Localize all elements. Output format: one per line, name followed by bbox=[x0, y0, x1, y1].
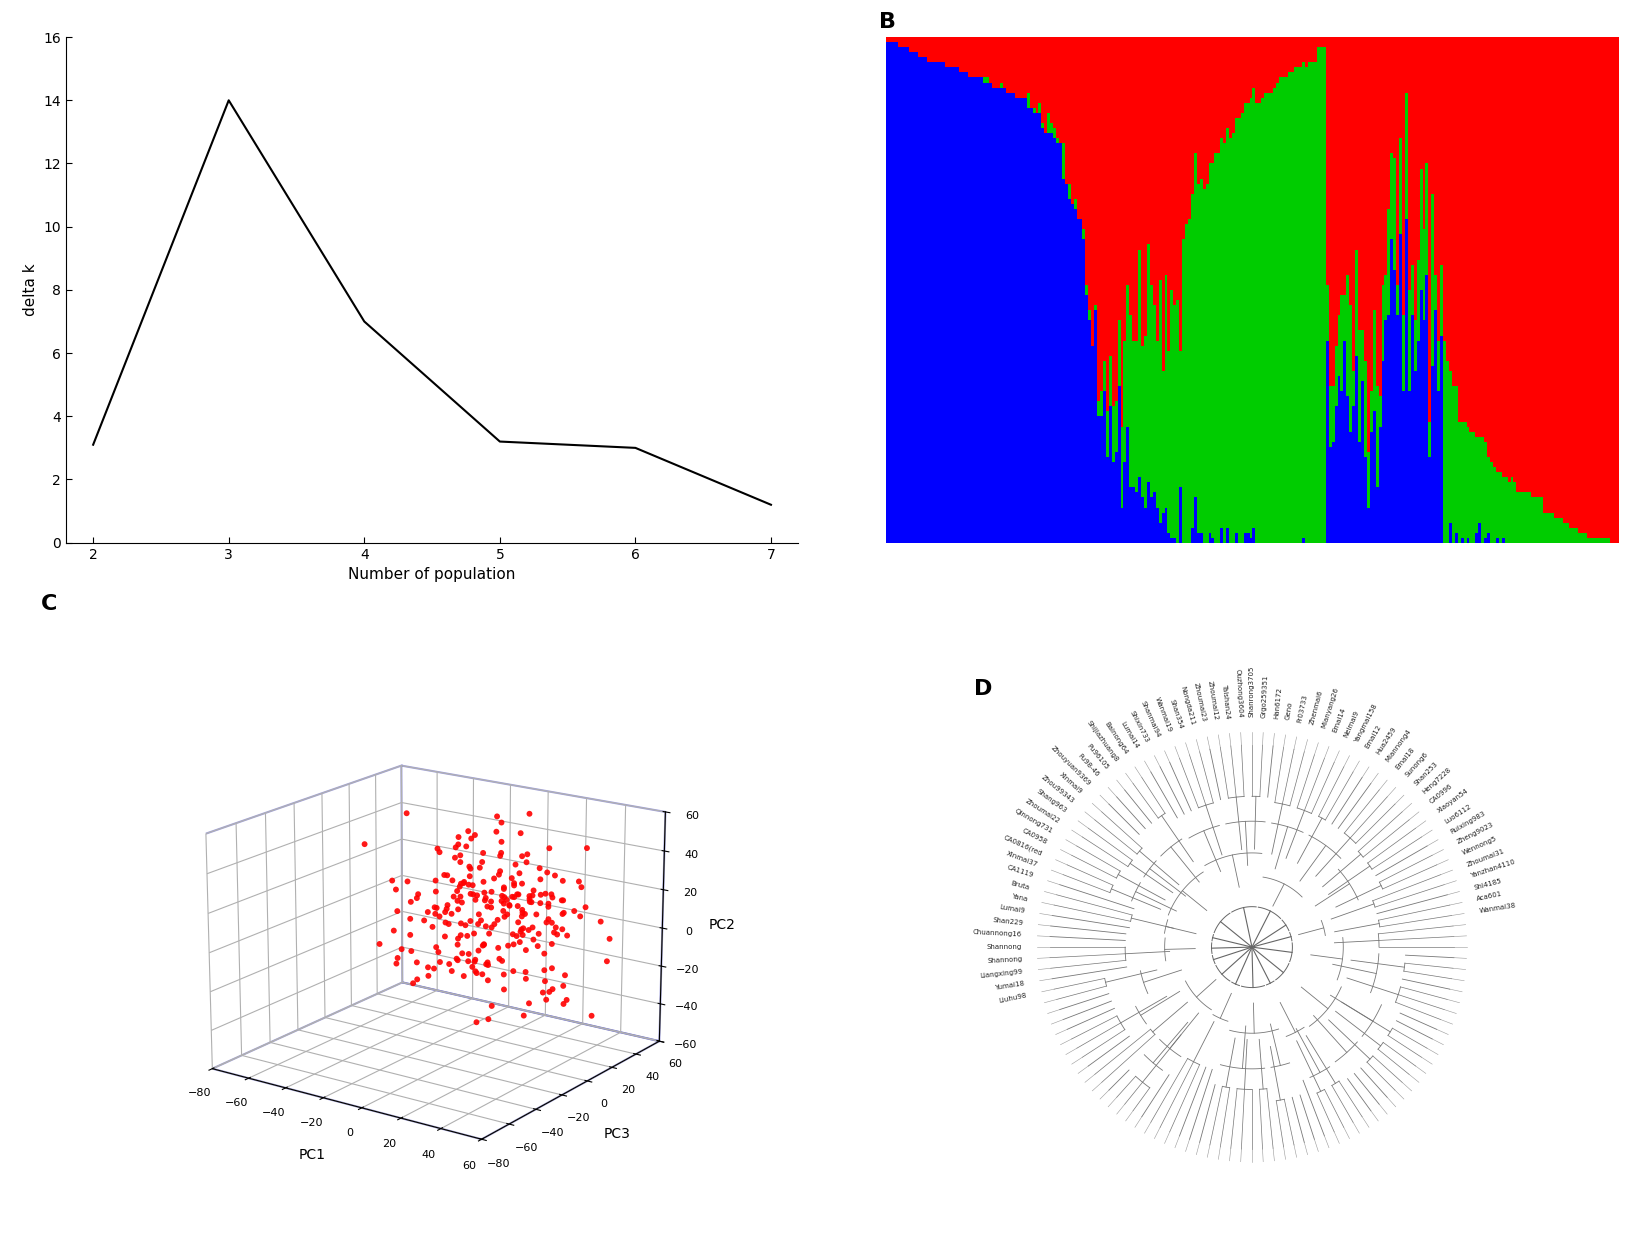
Text: Shanmai94: Shanmai94 bbox=[1139, 700, 1161, 738]
Text: B: B bbox=[878, 12, 895, 32]
Text: Yanzhan4110: Yanzhan4110 bbox=[1469, 858, 1516, 878]
Text: Aca601: Aca601 bbox=[1476, 891, 1504, 902]
Text: Emai14: Emai14 bbox=[1332, 706, 1347, 734]
Text: Lumai14: Lumai14 bbox=[1119, 720, 1139, 750]
Text: Han6172: Han6172 bbox=[1273, 687, 1283, 719]
Text: Miannong4: Miannong4 bbox=[1385, 727, 1412, 763]
Text: Shijiazhuang8: Shijiazhuang8 bbox=[1085, 719, 1119, 763]
Text: Zhoumai31: Zhoumai31 bbox=[1466, 847, 1506, 867]
Text: Sunong6: Sunong6 bbox=[1403, 751, 1428, 778]
Text: Emai18: Emai18 bbox=[1395, 746, 1415, 771]
Text: Shixin733: Shixin733 bbox=[1129, 710, 1151, 743]
Text: CA0816(red: CA0816(red bbox=[1002, 834, 1043, 856]
Text: Shannong: Shannong bbox=[987, 956, 1022, 964]
Text: Shi4185: Shi4185 bbox=[1473, 877, 1502, 891]
Text: Wennong5: Wennong5 bbox=[1461, 836, 1497, 856]
Text: Shannong: Shannong bbox=[987, 944, 1022, 950]
Text: Shan229: Shan229 bbox=[992, 917, 1024, 927]
Text: Liangxing99: Liangxing99 bbox=[981, 969, 1024, 978]
Text: Mianyang26: Mianyang26 bbox=[1321, 687, 1339, 730]
Y-axis label: delta k: delta k bbox=[23, 263, 38, 317]
Text: Xiaoyan54: Xiaoyan54 bbox=[1436, 788, 1469, 814]
Text: Grgo259351: Grgo259351 bbox=[1261, 674, 1270, 717]
Text: Bruta: Bruta bbox=[1010, 880, 1030, 891]
Text: Shan253: Shan253 bbox=[1413, 761, 1438, 787]
Text: Geno: Geno bbox=[1284, 701, 1294, 720]
Text: Yangmai158: Yangmai158 bbox=[1354, 703, 1379, 743]
Text: Taishan24: Taishan24 bbox=[1222, 683, 1232, 719]
Text: Zhenmai6: Zhenmai6 bbox=[1309, 690, 1324, 726]
Text: Neimai9: Neimai9 bbox=[1342, 709, 1360, 738]
Text: Chuannong16: Chuannong16 bbox=[972, 929, 1022, 938]
Text: CA0996: CA0996 bbox=[1428, 783, 1455, 805]
Text: Hua2459: Hua2459 bbox=[1375, 726, 1397, 756]
Text: Shang963: Shang963 bbox=[1035, 789, 1068, 814]
X-axis label: Number of population: Number of population bbox=[348, 567, 515, 583]
Text: Fr03733: Fr03733 bbox=[1296, 693, 1309, 722]
Text: Emai12: Emai12 bbox=[1364, 724, 1382, 750]
Text: Heng7228: Heng7228 bbox=[1422, 767, 1451, 795]
Text: Xinmai37: Xinmai37 bbox=[1005, 850, 1038, 867]
Text: Lumai9: Lumai9 bbox=[999, 904, 1025, 914]
Text: CA1119: CA1119 bbox=[1005, 865, 1034, 878]
Text: Luo6112: Luo6112 bbox=[1443, 803, 1473, 824]
Text: Nongda211: Nongda211 bbox=[1179, 685, 1195, 726]
Text: Zhoumai22: Zhoumai22 bbox=[1024, 798, 1060, 824]
X-axis label: PC1: PC1 bbox=[299, 1148, 325, 1162]
Text: Zhou99343: Zhou99343 bbox=[1040, 774, 1075, 805]
Text: Zhouyuan9369: Zhouyuan9369 bbox=[1050, 745, 1091, 787]
Text: Shanrong3705: Shanrong3705 bbox=[1248, 666, 1255, 717]
Text: CA0958: CA0958 bbox=[1022, 828, 1048, 845]
Text: Wanmai19: Wanmai19 bbox=[1154, 696, 1172, 734]
Text: Zhoumai12: Zhoumai12 bbox=[1207, 680, 1218, 720]
Text: Zhoumai23: Zhoumai23 bbox=[1194, 683, 1207, 722]
Text: Fu98-46: Fu98-46 bbox=[1076, 753, 1100, 778]
Text: C: C bbox=[41, 594, 58, 614]
Text: Wanmai38: Wanmai38 bbox=[1479, 902, 1516, 914]
Text: Yumai18: Yumai18 bbox=[994, 980, 1025, 991]
Text: Liuhu98: Liuhu98 bbox=[999, 992, 1027, 1003]
Text: Shan354: Shan354 bbox=[1169, 698, 1184, 730]
Text: Ruixing983: Ruixing983 bbox=[1450, 810, 1488, 835]
Text: Qinnong731: Qinnong731 bbox=[1014, 808, 1055, 835]
Text: Ouzhong3604: Ouzhong3604 bbox=[1235, 668, 1243, 717]
Text: Zheng9023: Zheng9023 bbox=[1456, 821, 1494, 845]
Text: Pu96105: Pu96105 bbox=[1085, 742, 1109, 771]
Text: D: D bbox=[974, 679, 992, 699]
Y-axis label: PC3: PC3 bbox=[604, 1127, 631, 1142]
Text: Xinmai9: Xinmai9 bbox=[1058, 772, 1083, 795]
Text: Bainong64: Bainong64 bbox=[1105, 721, 1129, 756]
Text: Yana: Yana bbox=[1010, 893, 1027, 902]
